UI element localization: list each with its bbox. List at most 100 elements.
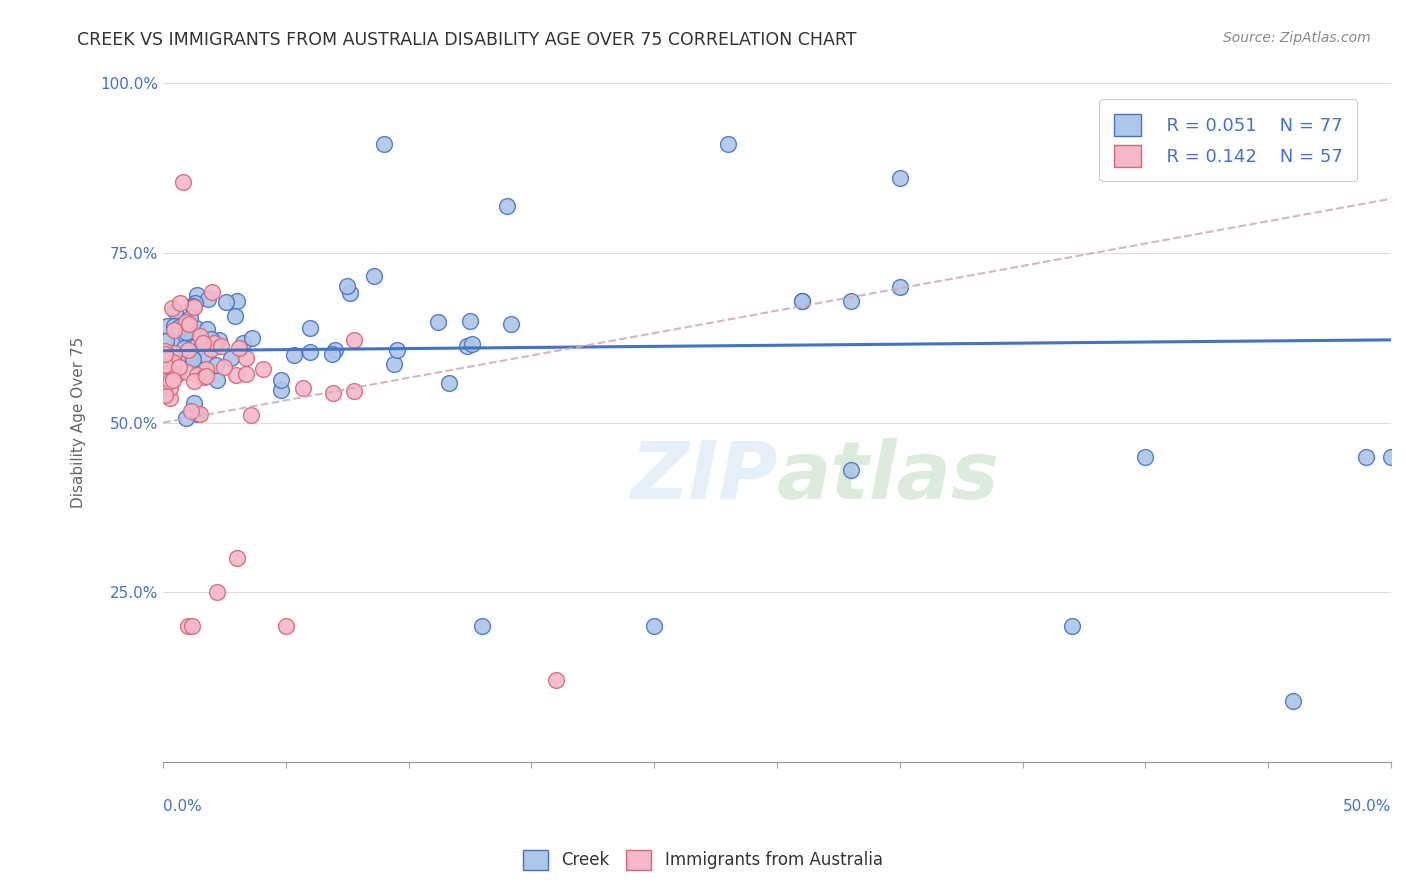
Point — [172, 175, 194, 189]
Point — [176, 347, 198, 361]
Point — [382, 357, 405, 371]
Point — [291, 381, 314, 395]
Point — [174, 326, 197, 340]
Point — [155, 388, 177, 402]
Point — [544, 673, 567, 688]
Point — [173, 341, 195, 355]
Point — [790, 293, 813, 308]
Point — [181, 352, 204, 367]
Point — [214, 360, 236, 375]
Point — [274, 619, 297, 633]
Point — [283, 348, 305, 362]
Point — [177, 343, 200, 357]
Text: atlas: atlas — [778, 438, 1000, 516]
Point — [717, 137, 740, 152]
Point — [205, 585, 228, 599]
Point — [174, 328, 197, 343]
Point — [336, 279, 359, 293]
Point — [200, 343, 222, 357]
Point — [156, 318, 179, 333]
Point — [299, 344, 322, 359]
Point — [197, 292, 219, 306]
Point — [181, 299, 204, 313]
Point — [373, 137, 395, 152]
Point — [839, 463, 862, 477]
Point — [159, 374, 181, 388]
Point — [191, 339, 214, 353]
Legend:   R = 0.051    N = 77,   R = 0.142    N = 57: R = 0.051 N = 77, R = 0.142 N = 57 — [1099, 99, 1357, 181]
Point — [252, 361, 274, 376]
Point — [889, 171, 911, 186]
Point — [176, 619, 198, 633]
Point — [208, 333, 231, 347]
Text: 0.0%: 0.0% — [163, 799, 201, 814]
Point — [183, 300, 205, 314]
Point — [163, 323, 186, 337]
Point — [471, 619, 494, 633]
Point — [155, 374, 177, 388]
Text: CREEK VS IMMIGRANTS FROM AUSTRALIA DISABILITY AGE OVER 75 CORRELATION CHART: CREEK VS IMMIGRANTS FROM AUSTRALIA DISAB… — [77, 31, 856, 49]
Point — [299, 320, 322, 334]
Point — [343, 384, 366, 398]
Point — [495, 198, 517, 212]
Point — [501, 318, 523, 332]
Point — [193, 369, 215, 384]
Point — [155, 376, 177, 391]
Point — [183, 396, 205, 410]
Point — [1281, 694, 1303, 708]
Point — [889, 280, 911, 294]
Point — [240, 408, 263, 422]
Text: Source: ZipAtlas.com: Source: ZipAtlas.com — [1223, 31, 1371, 45]
Point — [204, 358, 226, 372]
Point — [270, 383, 292, 397]
Point — [456, 339, 478, 353]
Point — [155, 368, 177, 382]
Point — [195, 322, 218, 336]
Point — [190, 366, 212, 380]
Point — [228, 341, 250, 355]
Point — [426, 315, 449, 329]
Point — [155, 334, 177, 348]
Point — [169, 316, 191, 330]
Point — [188, 360, 211, 375]
Point — [322, 386, 344, 401]
Y-axis label: Disability Age Over 75: Disability Age Over 75 — [72, 337, 86, 508]
Point — [181, 619, 204, 633]
Point — [188, 407, 211, 421]
Point — [159, 381, 181, 395]
Point — [790, 293, 813, 308]
Point — [165, 368, 187, 383]
Point — [163, 304, 186, 318]
Point — [191, 336, 214, 351]
Point — [179, 310, 201, 325]
Point — [167, 332, 190, 346]
Point — [240, 331, 263, 345]
Point — [159, 368, 181, 383]
Point — [186, 368, 208, 383]
Point — [174, 315, 197, 329]
Point — [194, 362, 217, 376]
Point — [224, 310, 246, 324]
Legend: Creek, Immigrants from Australia: Creek, Immigrants from Australia — [516, 843, 890, 877]
Point — [339, 285, 361, 300]
Point — [1355, 450, 1378, 464]
Point — [169, 296, 191, 310]
Point — [215, 295, 238, 310]
Point — [839, 293, 862, 308]
Point — [225, 551, 247, 566]
Point — [155, 358, 177, 372]
Point — [195, 369, 218, 384]
Point — [174, 410, 197, 425]
Point — [181, 340, 204, 354]
Point — [232, 335, 254, 350]
Point — [155, 351, 177, 366]
Point — [184, 296, 207, 310]
Point — [207, 374, 229, 388]
Point — [1060, 619, 1083, 633]
Point — [1379, 450, 1402, 464]
Point — [458, 314, 481, 328]
Point — [170, 321, 193, 335]
Point — [180, 404, 202, 418]
Point — [155, 344, 177, 359]
Point — [461, 337, 484, 351]
